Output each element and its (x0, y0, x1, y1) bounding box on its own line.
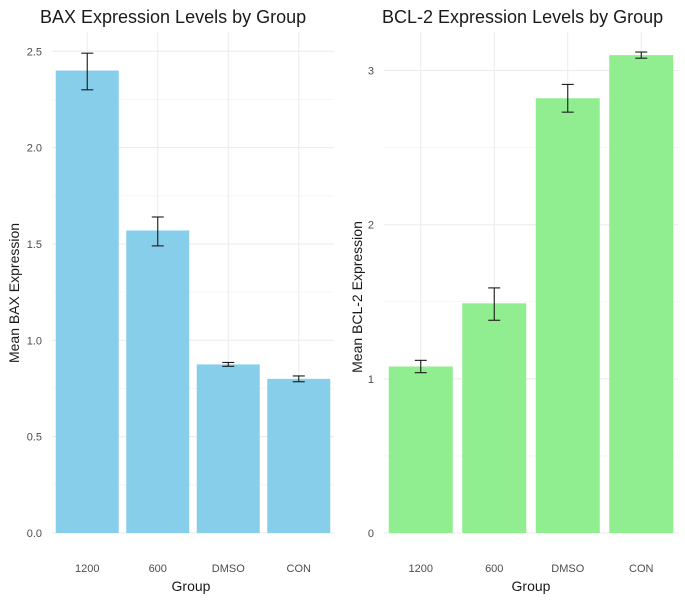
bcl2-chart-panel: BCL-2 Expression Levels by Group 0 1 2 3 12… (349, 7, 678, 594)
bcl2-x-axis-label: Group (512, 578, 551, 594)
bax-y-tick-label: 2.0 (27, 143, 42, 155)
bcl2-y-axis-label: Mean BCL-2 Expression (349, 221, 365, 373)
bax-y-ticks: 0.0 0.5 1.0 1.5 2.0 2.5 (27, 46, 42, 540)
bax-x-tick-label: DMSO (212, 563, 245, 575)
bax-y-tick-label: 1.5 (27, 239, 42, 251)
bcl2-y-tick-label: 1 (368, 374, 374, 386)
bax-error-bar-con (292, 375, 305, 383)
bax-y-tick-label: 2.5 (27, 46, 42, 58)
bcl2-bar-dmso (535, 98, 600, 533)
bax-y-tick-label: 0.5 (27, 432, 42, 444)
bcl2-y-tick-label: 3 (368, 66, 374, 78)
bax-y-tick-label: 0.0 (27, 528, 42, 540)
bax-error-bar-1200 (81, 52, 94, 91)
bax-x-axis-label: Group (172, 578, 211, 594)
bax-error-bar-600 (151, 216, 164, 247)
bax-y-axis-label: Mean BAX Expression (6, 223, 22, 363)
bax-bar-dmso (196, 364, 260, 533)
bax-chart-panel: BAX Expression Levels by Group 0.0 0.5 1.0… (6, 7, 334, 594)
bax-bar-600 (126, 230, 190, 533)
bcl2-y-tick-label: 2 (368, 220, 374, 232)
bcl2-error-bar-600 (488, 287, 501, 321)
bcl2-error-bar-dmso (561, 83, 574, 113)
bax-bar-con (267, 378, 331, 533)
bax-x-tick-label: 1200 (75, 563, 99, 575)
bcl2-bars (388, 55, 674, 533)
bax-y-tick-label: 1.0 (27, 335, 42, 347)
bcl2-bar-con (609, 55, 674, 533)
bcl2-y-tick-label: 0 (368, 528, 374, 540)
bcl2-x-tick-label: 600 (485, 563, 503, 575)
bcl2-x-ticks: 1200 600 DMSO CON (409, 563, 654, 575)
bax-error-bar-dmso (222, 361, 235, 367)
bcl2-x-tick-label: DMSO (551, 563, 584, 575)
bcl2-error-bar-1200 (414, 359, 427, 374)
bcl2-bar-1200 (388, 366, 453, 533)
bax-bars (55, 70, 331, 534)
bax-x-ticks: 1200 600 DMSO CON (75, 563, 311, 575)
bax-x-tick-label: 600 (149, 563, 167, 575)
bcl2-x-tick-label: CON (629, 563, 654, 575)
bcl2-chart-title: BCL-2 Expression Levels by Group (382, 7, 663, 27)
bcl2-bar-600 (462, 303, 527, 533)
bcl2-error-bar-con (635, 51, 648, 59)
bcl2-y-ticks: 0 1 2 3 (368, 66, 374, 540)
bax-chart-title: BAX Expression Levels by Group (40, 7, 306, 27)
bcl2-error-bars (414, 51, 648, 374)
bax-bar-1200 (55, 70, 119, 534)
bcl2-x-tick-label: 1200 (409, 563, 433, 575)
bax-x-tick-label: CON (287, 563, 312, 575)
bax-error-bars (81, 52, 305, 383)
